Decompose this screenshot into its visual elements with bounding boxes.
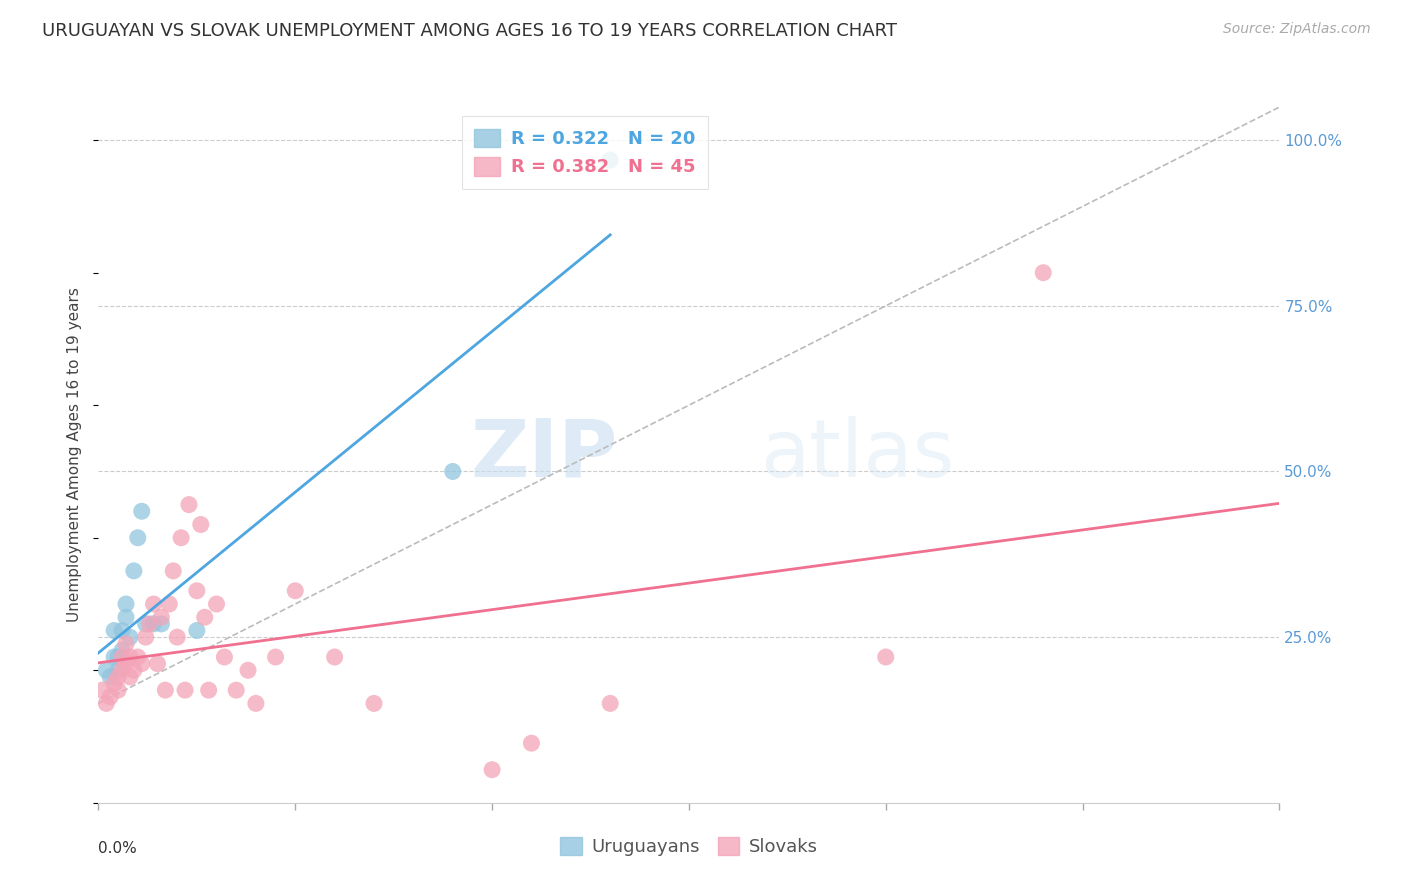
Point bbox=[875, 650, 897, 665]
Point bbox=[186, 624, 208, 638]
Point bbox=[146, 657, 169, 671]
Point bbox=[111, 650, 134, 665]
Point bbox=[131, 657, 153, 671]
Point bbox=[127, 650, 149, 665]
Point bbox=[214, 650, 236, 665]
Point bbox=[107, 670, 129, 684]
Point bbox=[245, 697, 267, 711]
Point bbox=[127, 531, 149, 545]
Point bbox=[98, 690, 121, 704]
Point bbox=[481, 763, 503, 777]
Point bbox=[205, 597, 228, 611]
Point bbox=[107, 683, 129, 698]
Point bbox=[118, 630, 141, 644]
Point bbox=[194, 610, 217, 624]
Point bbox=[115, 637, 138, 651]
Point bbox=[96, 663, 118, 677]
Point bbox=[174, 683, 197, 698]
Point bbox=[131, 504, 153, 518]
Point bbox=[135, 616, 157, 631]
Point bbox=[111, 663, 134, 677]
Text: atlas: atlas bbox=[759, 416, 955, 494]
Point bbox=[122, 663, 145, 677]
Point bbox=[157, 597, 180, 611]
Text: ZIP: ZIP bbox=[471, 416, 619, 494]
Point bbox=[190, 517, 212, 532]
Point bbox=[103, 650, 125, 665]
Point bbox=[599, 697, 621, 711]
Y-axis label: Unemployment Among Ages 16 to 19 years: Unemployment Among Ages 16 to 19 years bbox=[67, 287, 83, 623]
Point bbox=[162, 564, 184, 578]
Point bbox=[107, 650, 129, 665]
Point bbox=[103, 676, 125, 690]
Point bbox=[103, 624, 125, 638]
Point bbox=[118, 670, 141, 684]
Point bbox=[225, 683, 247, 698]
Point bbox=[107, 663, 129, 677]
Point bbox=[520, 736, 543, 750]
Text: URUGUAYAN VS SLOVAK UNEMPLOYMENT AMONG AGES 16 TO 19 YEARS CORRELATION CHART: URUGUAYAN VS SLOVAK UNEMPLOYMENT AMONG A… bbox=[42, 22, 897, 40]
Point bbox=[142, 597, 165, 611]
Point bbox=[98, 670, 121, 684]
Point bbox=[150, 616, 173, 631]
Point bbox=[111, 643, 134, 657]
Point bbox=[323, 650, 346, 665]
Point bbox=[91, 683, 114, 698]
Point bbox=[115, 597, 138, 611]
Point bbox=[177, 498, 200, 512]
Point bbox=[197, 683, 219, 698]
Legend: Uruguayans, Slovaks: Uruguayans, Slovaks bbox=[553, 830, 825, 863]
Point bbox=[166, 630, 188, 644]
Point bbox=[118, 650, 141, 665]
Point bbox=[111, 624, 134, 638]
Point bbox=[115, 610, 138, 624]
Point bbox=[363, 697, 385, 711]
Point bbox=[138, 616, 160, 631]
Text: Source: ZipAtlas.com: Source: ZipAtlas.com bbox=[1223, 22, 1371, 37]
Point bbox=[115, 657, 138, 671]
Text: 0.0%: 0.0% bbox=[98, 841, 138, 856]
Point bbox=[186, 583, 208, 598]
Point bbox=[599, 153, 621, 167]
Point bbox=[170, 531, 193, 545]
Point bbox=[236, 663, 259, 677]
Point bbox=[1032, 266, 1054, 280]
Point bbox=[142, 616, 165, 631]
Point bbox=[264, 650, 287, 665]
Point bbox=[96, 697, 118, 711]
Point bbox=[135, 630, 157, 644]
Point bbox=[441, 465, 464, 479]
Point bbox=[150, 610, 173, 624]
Point bbox=[284, 583, 307, 598]
Point bbox=[155, 683, 177, 698]
Point bbox=[122, 564, 145, 578]
